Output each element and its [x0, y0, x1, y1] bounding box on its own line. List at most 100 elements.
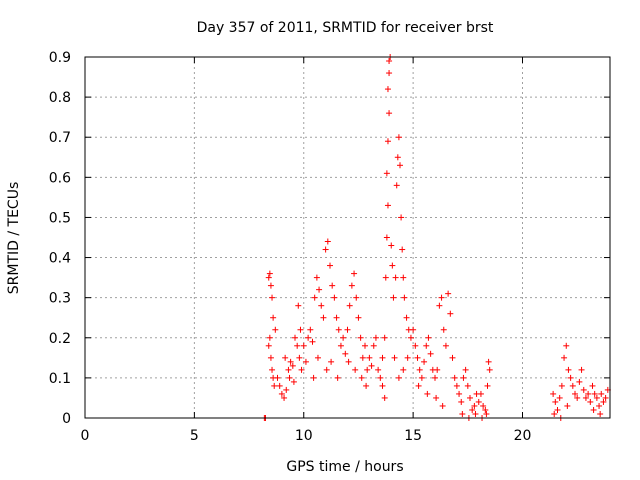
data-point — [381, 394, 388, 401]
axis-ticks — [84, 56, 610, 419]
data-point — [337, 342, 344, 349]
data-point — [382, 274, 389, 281]
chart-title: Day 357 of 2011, SRMTID for receiver brs… — [197, 20, 494, 36]
data-point — [364, 366, 371, 373]
data-point — [554, 406, 561, 413]
data-point — [467, 394, 473, 401]
data-point — [320, 314, 327, 321]
data-point — [462, 366, 469, 373]
data-point — [334, 374, 341, 381]
data-point — [302, 358, 309, 365]
data-point — [453, 382, 460, 389]
x-tick-label: 0 — [81, 428, 90, 444]
y-tick-label: 0 — [62, 411, 71, 427]
data-point — [585, 390, 592, 397]
data-point — [318, 302, 325, 309]
data-point — [276, 382, 283, 389]
data-point — [574, 394, 581, 401]
data-point — [564, 402, 571, 409]
data-point — [379, 382, 386, 389]
data-point — [458, 398, 465, 405]
data-point — [357, 334, 364, 341]
data-point — [418, 374, 425, 381]
data-point — [290, 378, 297, 385]
data-point — [480, 402, 487, 409]
data-point — [372, 334, 379, 341]
data-point — [266, 334, 273, 341]
data-point — [322, 246, 329, 253]
data-point — [587, 398, 594, 405]
data-point — [442, 342, 449, 349]
data-point — [582, 394, 589, 401]
data-point — [353, 294, 360, 301]
y-tick-label: 0.2 — [49, 331, 71, 347]
data-point — [556, 394, 563, 401]
x-tick-labels: 0 5 10 15 20 — [81, 428, 532, 444]
data-point — [329, 282, 336, 289]
data-point — [600, 398, 607, 405]
data-point — [278, 390, 285, 397]
data-point — [425, 334, 432, 341]
data-point — [384, 86, 391, 93]
y-tick-label: 0.6 — [49, 170, 71, 186]
data-point — [589, 382, 596, 389]
data-point — [398, 214, 405, 221]
data-point — [296, 354, 303, 361]
data-point — [388, 242, 395, 249]
data-point — [591, 390, 598, 397]
data-point — [390, 294, 397, 301]
data-point — [359, 354, 366, 361]
data-point — [358, 374, 365, 381]
data-point — [309, 338, 316, 345]
data-point — [272, 326, 279, 333]
data-point — [270, 314, 277, 321]
data-point — [407, 334, 414, 341]
data-point — [384, 202, 391, 209]
data-point — [580, 386, 587, 393]
data-point — [391, 354, 398, 361]
data-point — [569, 382, 576, 389]
data-point — [352, 366, 359, 373]
data-point — [386, 58, 393, 65]
data-point — [368, 362, 375, 369]
data-point — [464, 382, 471, 389]
data-point — [424, 390, 431, 397]
data-point — [449, 354, 456, 361]
x-tick-label: 20 — [514, 428, 532, 444]
data-point — [598, 390, 605, 397]
data-point — [558, 382, 565, 389]
data-point — [399, 246, 406, 253]
data-point — [602, 394, 609, 401]
data-point — [285, 366, 292, 373]
data-point — [392, 274, 399, 281]
data-point — [316, 286, 323, 293]
data-point — [421, 358, 428, 365]
data-point — [451, 374, 458, 381]
data-point — [333, 314, 340, 321]
data-point — [567, 374, 574, 381]
data-point — [287, 358, 294, 365]
data-point — [305, 334, 312, 341]
data-point — [386, 110, 393, 117]
data-point — [401, 294, 408, 301]
data-point — [427, 350, 434, 357]
data-point — [482, 406, 489, 413]
data-point — [395, 374, 402, 381]
data-point — [459, 410, 466, 417]
data-point — [593, 394, 600, 401]
data-point — [384, 138, 391, 145]
data-points — [261, 54, 611, 421]
data-point — [351, 270, 358, 277]
y-tick-label: 0.5 — [49, 210, 71, 226]
data-point — [379, 354, 386, 361]
data-point — [563, 342, 570, 349]
data-point — [433, 394, 440, 401]
data-point — [445, 290, 452, 297]
data-point — [362, 342, 368, 349]
data-point — [389, 262, 396, 269]
data-point — [486, 366, 493, 373]
data-point — [294, 342, 301, 349]
data-point — [314, 354, 321, 361]
y-tick-label: 0.8 — [49, 90, 71, 106]
